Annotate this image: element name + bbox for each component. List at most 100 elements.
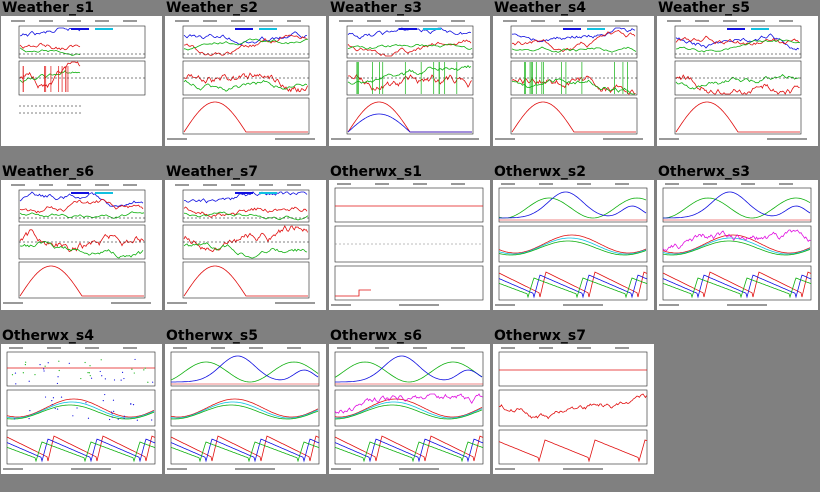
tile-label[interactable]: Weather_s4	[494, 0, 587, 16]
chart-thumbnail[interactable]	[493, 344, 654, 474]
date-tick-text	[375, 347, 389, 349]
footer-text	[767, 138, 807, 140]
series-line	[498, 393, 647, 420]
series-line	[183, 242, 308, 259]
date-tick-text	[287, 20, 301, 22]
thumbnail-tile[interactable]: Weather_s3	[328, 0, 492, 164]
series-line	[335, 404, 483, 420]
data-point	[51, 400, 53, 402]
series-line	[19, 47, 81, 56]
data-point	[131, 368, 133, 370]
chart-thumbnail[interactable]	[657, 180, 818, 310]
series-line	[19, 27, 81, 37]
data-point	[101, 375, 103, 377]
chart-thumbnail[interactable]	[165, 180, 326, 310]
chart-thumbnail-image	[495, 183, 648, 306]
footer-text	[399, 304, 439, 306]
footer-text	[563, 304, 603, 306]
panel-top	[498, 187, 648, 223]
chart-thumbnail[interactable]	[1, 344, 162, 474]
legend-chip	[95, 28, 113, 30]
series-line	[6, 441, 156, 463]
series-line	[6, 401, 155, 419]
thumbnail-tile[interactable]: Otherwx_s5	[164, 328, 328, 492]
thumbnail-tile[interactable]: Weather_s1	[0, 0, 164, 164]
panel-bottom	[6, 429, 156, 465]
thumbnail-tile[interactable]: Weather_s4	[492, 0, 656, 164]
series-line	[662, 234, 811, 254]
data-point	[102, 400, 104, 402]
series-line	[6, 438, 156, 463]
thumbnail-tile[interactable]: Weather_s2	[164, 0, 328, 164]
tile-label[interactable]: Weather_s1	[2, 0, 95, 16]
footer-text	[439, 138, 479, 140]
date-tick-text	[337, 183, 351, 185]
thumbnail-tile[interactable]: Otherwx_s4	[0, 328, 164, 492]
data-point	[121, 371, 124, 373]
panel-bottom	[170, 429, 320, 465]
date-tick-text	[249, 347, 263, 349]
date-tick-text	[47, 347, 61, 349]
chart-thumbnail[interactable]	[1, 180, 162, 310]
tile-label[interactable]: Otherwx_s1	[330, 164, 422, 180]
series-line	[662, 229, 811, 252]
footer-text	[111, 302, 151, 304]
series-line	[675, 33, 800, 51]
data-point	[132, 404, 135, 406]
data-point	[56, 408, 59, 410]
chart-thumbnail-image	[167, 20, 315, 140]
series-line	[183, 31, 307, 46]
chart-thumbnail[interactable]	[1, 16, 162, 146]
radiation-panel	[346, 97, 474, 135]
chart-thumbnail[interactable]	[657, 16, 818, 146]
data-point	[123, 417, 125, 419]
tile-label[interactable]: Otherwx_s4	[2, 328, 94, 344]
panel-bottom	[334, 429, 484, 465]
tile-label[interactable]: Otherwx_s3	[658, 164, 750, 180]
tile-label[interactable]: Otherwx_s7	[494, 328, 586, 344]
tile-label[interactable]: Weather_s6	[2, 164, 95, 180]
thumbnail-tile[interactable]: Otherwx_s3	[656, 164, 820, 328]
series-line	[334, 361, 483, 383]
date-tick-text	[337, 347, 351, 349]
tile-label[interactable]: Weather_s3	[330, 0, 423, 16]
thumbnail-tile[interactable]: Weather_s7	[164, 164, 328, 328]
footer-text	[331, 304, 351, 306]
tile-label[interactable]: Otherwx_s5	[166, 328, 258, 344]
legend-chip	[95, 192, 113, 194]
tile-label[interactable]: Weather_s5	[658, 0, 751, 16]
chart-thumbnail[interactable]	[329, 16, 490, 146]
tile-label[interactable]: Otherwx_s6	[330, 328, 422, 344]
series-line	[511, 75, 636, 95]
data-point	[15, 383, 17, 385]
chart-thumbnail[interactable]	[329, 344, 490, 474]
data-point	[104, 378, 106, 380]
date-tick-text	[11, 184, 25, 186]
chart-thumbnail-image	[167, 184, 315, 304]
date-tick-text	[667, 20, 681, 22]
series-line	[334, 393, 483, 414]
tile-label[interactable]: Weather_s7	[166, 164, 259, 180]
chart-thumbnail[interactable]	[493, 16, 654, 146]
date-tick-text	[539, 347, 553, 349]
thumbnail-tile[interactable]: Weather_s5	[656, 0, 820, 164]
series-line	[347, 39, 472, 57]
thumbnail-tile[interactable]: Weather_s6	[0, 164, 164, 328]
chart-thumbnail[interactable]	[493, 180, 654, 310]
thumbnail-tile[interactable]: Otherwx_s1	[328, 164, 492, 328]
date-tick-text	[67, 20, 81, 22]
tile-label[interactable]: Otherwx_s2	[494, 164, 586, 180]
series-line	[183, 101, 308, 133]
thumbnail-tile[interactable]: Otherwx_s7	[492, 328, 656, 492]
series-line	[662, 240, 811, 256]
chart-thumbnail[interactable]	[165, 16, 326, 146]
panel-middle	[498, 389, 648, 427]
thumbnail-tile[interactable]: Otherwx_s6	[328, 328, 492, 492]
data-point	[84, 361, 86, 364]
wind-panel	[510, 25, 638, 59]
tile-label[interactable]: Weather_s2	[166, 0, 259, 16]
thumbnail-tile[interactable]: Otherwx_s2	[492, 164, 656, 328]
chart-thumbnail[interactable]	[165, 344, 326, 474]
chart-thumbnail[interactable]	[329, 180, 490, 310]
